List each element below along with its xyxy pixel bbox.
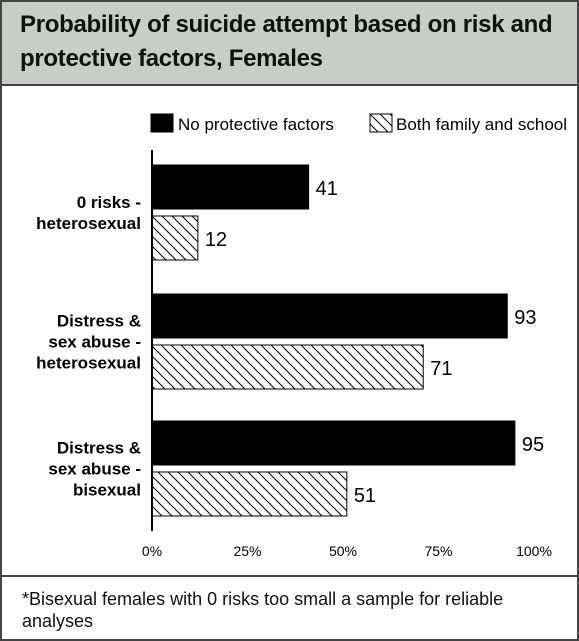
value-label-series1-cat3: 95 bbox=[522, 434, 544, 456]
bar-series1-cat3 bbox=[151, 420, 516, 466]
footnote: *Bisexual females with 0 risks too small… bbox=[22, 589, 504, 631]
x-tick-label-5: 100% bbox=[516, 543, 552, 559]
bar-series2-cat2 bbox=[151, 344, 424, 390]
legend-label-1: No protective factors bbox=[178, 115, 334, 134]
x-tick-label-2: 25% bbox=[233, 543, 261, 559]
bar-series2-cat3 bbox=[151, 471, 348, 517]
legend-swatch-2 bbox=[369, 113, 393, 133]
category-label-3-line-2: sex abuse - bbox=[48, 460, 141, 479]
value-label-series1-cat1: 41 bbox=[316, 178, 338, 200]
category-label-3-line-1: Distress & bbox=[57, 439, 141, 458]
category-label-2: Distress & sex abuse - heterosexual bbox=[36, 312, 141, 373]
x-tick-label-3: 50% bbox=[329, 543, 357, 559]
footnote-area: *Bisexual females with 0 risks too small… bbox=[2, 575, 577, 639]
category-label-3-line-3: bisexual bbox=[73, 481, 141, 500]
chart-plot: No protective factors Both family and sch… bbox=[36, 113, 567, 559]
category-label-2-line-1: Distress & bbox=[57, 312, 141, 331]
value-label-series2-cat2: 71 bbox=[430, 358, 452, 380]
category-label-2-line-2: sex abuse - bbox=[48, 333, 141, 352]
bar-series1-cat1 bbox=[151, 164, 310, 210]
category-label-1-line-2: heterosexual bbox=[36, 214, 141, 233]
value-label-series2-cat3: 51 bbox=[354, 485, 376, 507]
x-tick-label-4: 75% bbox=[424, 543, 452, 559]
category-label-2-line-3: heterosexual bbox=[36, 354, 141, 373]
value-label-series1-cat2: 93 bbox=[514, 307, 536, 329]
category-label-3: Distress & sex abuse - bisexual bbox=[48, 439, 141, 500]
category-label-1-line-1: 0 risks - bbox=[77, 193, 141, 212]
legend-swatch-1 bbox=[150, 113, 174, 133]
title-bar: Probability of suicide attempt based on … bbox=[2, 2, 577, 86]
legend-label-2: Both family and school bbox=[396, 115, 567, 134]
value-label-series2-cat1: 12 bbox=[205, 229, 227, 251]
legend: No protective factors Both family and sch… bbox=[150, 113, 567, 134]
x-tick-label-1: 0% bbox=[142, 543, 162, 559]
bar-series2-cat1 bbox=[151, 215, 199, 261]
category-label-1: 0 risks - heterosexual bbox=[36, 193, 141, 233]
bar-series1-cat2 bbox=[151, 293, 508, 339]
chart-title: Probability of suicide attempt based on … bbox=[20, 11, 553, 72]
